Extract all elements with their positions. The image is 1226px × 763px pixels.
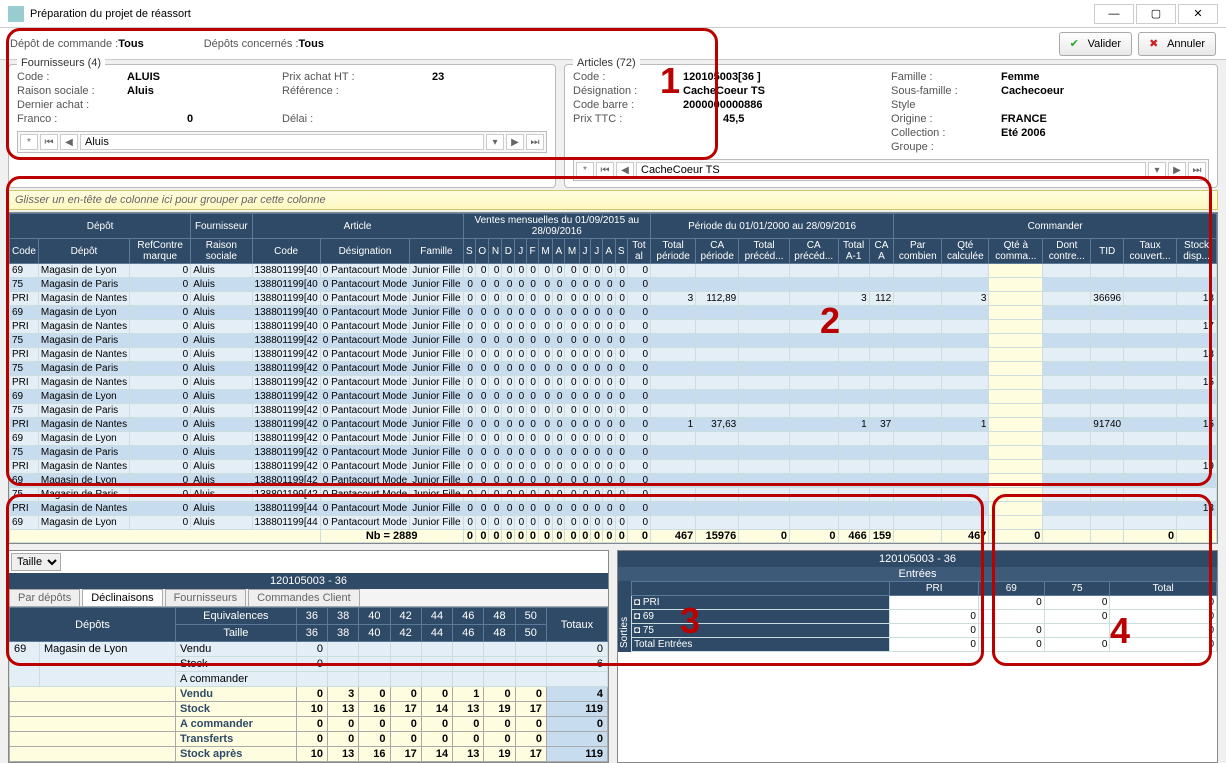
- minimize-button[interactable]: —: [1094, 4, 1134, 24]
- nav-prev-icon[interactable]: ◀: [60, 134, 78, 150]
- nav-next-icon[interactable]: ▶: [506, 134, 524, 150]
- table-row[interactable]: PRIMagasin de Nantes0Aluis138801199[440 …: [10, 502, 1217, 516]
- validate-button[interactable]: ✔Valider: [1059, 32, 1132, 56]
- table-row[interactable]: 69Magasin de Lyon0Aluis138801199[420 Pan…: [10, 474, 1217, 488]
- depots-conc-value: Tous: [298, 38, 323, 50]
- article-cb: 2000000000886: [683, 99, 763, 111]
- tab-declinaisons[interactable]: Déclinaisons: [82, 589, 162, 606]
- panel-transferts: 120105003 - 36 Entrées Sorties PRI6975To…: [617, 550, 1218, 763]
- cancel-button[interactable]: ✖Annuler: [1138, 32, 1216, 56]
- taille-dropdown[interactable]: Taille: [11, 553, 61, 571]
- tab-fournisseurs[interactable]: Fournisseurs: [165, 589, 247, 606]
- window-titlebar: Préparation du projet de réassort — ▢ ✕: [0, 0, 1226, 28]
- supplier-nav: * ⏮ ◀ ▾ ▶ ⏭: [17, 131, 547, 153]
- table-row[interactable]: 75Magasin de Paris0Aluis138801199[420 Pa…: [10, 404, 1217, 418]
- table-row[interactable]: 75Magasin de Paris0Aluis138801199[400 Pa…: [10, 278, 1217, 292]
- depots-conc-label: Dépôts concernés :: [204, 38, 299, 50]
- table-row[interactable]: 69Magasin de Lyon0Aluis138801199[400 Pan…: [10, 306, 1217, 320]
- table-row[interactable]: 69Magasin de Lyon0Aluis138801199[420 Pan…: [10, 390, 1217, 404]
- supplier-nav-field[interactable]: [80, 134, 484, 150]
- supplier-franco: 0: [187, 113, 193, 125]
- article-des: CacheCoeur TS: [683, 85, 765, 97]
- table-row[interactable]: 69Magasin de Lyon0Aluis138801199[400 Pan…: [10, 264, 1217, 278]
- nav-first-icon[interactable]: ⏮: [596, 162, 614, 178]
- nav-new-icon[interactable]: *: [20, 134, 38, 150]
- article-nav-field[interactable]: [636, 162, 1146, 178]
- panel4-title: 120105003 - 36: [618, 551, 1217, 567]
- check-icon: ✔: [1070, 37, 1084, 51]
- table-row[interactable]: 75Magasin de Paris0Aluis138801199[420 Pa…: [10, 362, 1217, 376]
- article-legend: Articles (72): [573, 57, 640, 69]
- nav-new-icon[interactable]: *: [576, 162, 594, 178]
- table-row[interactable]: 69Magasin de Lyon0Aluis138801199[440 Pan…: [10, 516, 1217, 530]
- nav-first-icon[interactable]: ⏮: [40, 134, 58, 150]
- close-button[interactable]: ✕: [1178, 4, 1218, 24]
- nav-dropdown-icon[interactable]: ▾: [1148, 162, 1166, 178]
- table-row[interactable]: 75Magasin de Paris0Aluis138801199[420 Pa…: [10, 488, 1217, 502]
- article-nav: * ⏮ ◀ ▾ ▶ ⏭: [573, 159, 1209, 181]
- nav-prev-icon[interactable]: ◀: [616, 162, 634, 178]
- depot-cmd-label: Dépôt de commande :: [10, 38, 118, 50]
- tab-par-depots[interactable]: Par dépôts: [9, 589, 80, 606]
- supplier-rs: Aluis: [127, 85, 154, 97]
- app-icon: [8, 6, 24, 22]
- group-bar[interactable]: Glisser un en-tête de colonne ici pour g…: [8, 190, 1218, 210]
- article-code: 120105003[36 ]: [683, 71, 761, 83]
- window-title: Préparation du projet de réassort: [30, 8, 191, 20]
- panel4-side: Sorties: [618, 581, 631, 652]
- table-row[interactable]: 75Magasin de Paris0Aluis138801199[420 Pa…: [10, 446, 1217, 460]
- depot-cmd-value: Tous: [118, 38, 143, 50]
- table-row[interactable]: 69Magasin de Lyon0Aluis138801199[420 Pan…: [10, 432, 1217, 446]
- table-row[interactable]: PRIMagasin de Nantes0Aluis138801199[420 …: [10, 348, 1217, 362]
- supplier-fieldset: Fournisseurs (4) Code :ALUIS Raison soci…: [8, 64, 556, 188]
- tab-commandes-client[interactable]: Commandes Client: [248, 589, 360, 606]
- table-row[interactable]: PRIMagasin de Nantes0Aluis138801199[400 …: [10, 292, 1217, 306]
- maximize-button[interactable]: ▢: [1136, 4, 1176, 24]
- table-row[interactable]: PRIMagasin de Nantes0Aluis138801199[420 …: [10, 460, 1217, 474]
- supplier-pra: 23: [432, 71, 444, 83]
- panel3-title: 120105003 - 36: [9, 573, 608, 589]
- article-fieldset: Articles (72) Code :120105003[36 ] Désig…: [564, 64, 1218, 188]
- nav-last-icon[interactable]: ⏭: [1188, 162, 1206, 178]
- nav-dropdown-icon[interactable]: ▾: [486, 134, 504, 150]
- panel4-sub: Entrées: [618, 567, 1217, 581]
- supplier-code: ALUIS: [127, 71, 160, 83]
- table-row[interactable]: PRIMagasin de Nantes0Aluis138801199[420 …: [10, 418, 1217, 432]
- filter-bar: Dépôt de commande : Tous Dépôts concerné…: [0, 28, 1226, 60]
- main-grid: DépôtFournisseurArticleVentes mensuelles…: [8, 212, 1218, 544]
- table-row[interactable]: PRIMagasin de Nantes0Aluis138801199[420 …: [10, 376, 1217, 390]
- article-pttc: 45,5: [723, 113, 744, 125]
- cancel-icon: ✖: [1149, 37, 1163, 51]
- nav-last-icon[interactable]: ⏭: [526, 134, 544, 150]
- panel3-tabs: Par dépôts Déclinaisons Fournisseurs Com…: [9, 589, 608, 607]
- nav-next-icon[interactable]: ▶: [1168, 162, 1186, 178]
- supplier-legend: Fournisseurs (4): [17, 57, 105, 69]
- table-row[interactable]: PRIMagasin de Nantes0Aluis138801199[400 …: [10, 320, 1217, 334]
- panel-declinaisons: Taille 120105003 - 36 Par dépôts Déclina…: [8, 550, 609, 763]
- table-row[interactable]: 75Magasin de Paris0Aluis138801199[420 Pa…: [10, 334, 1217, 348]
